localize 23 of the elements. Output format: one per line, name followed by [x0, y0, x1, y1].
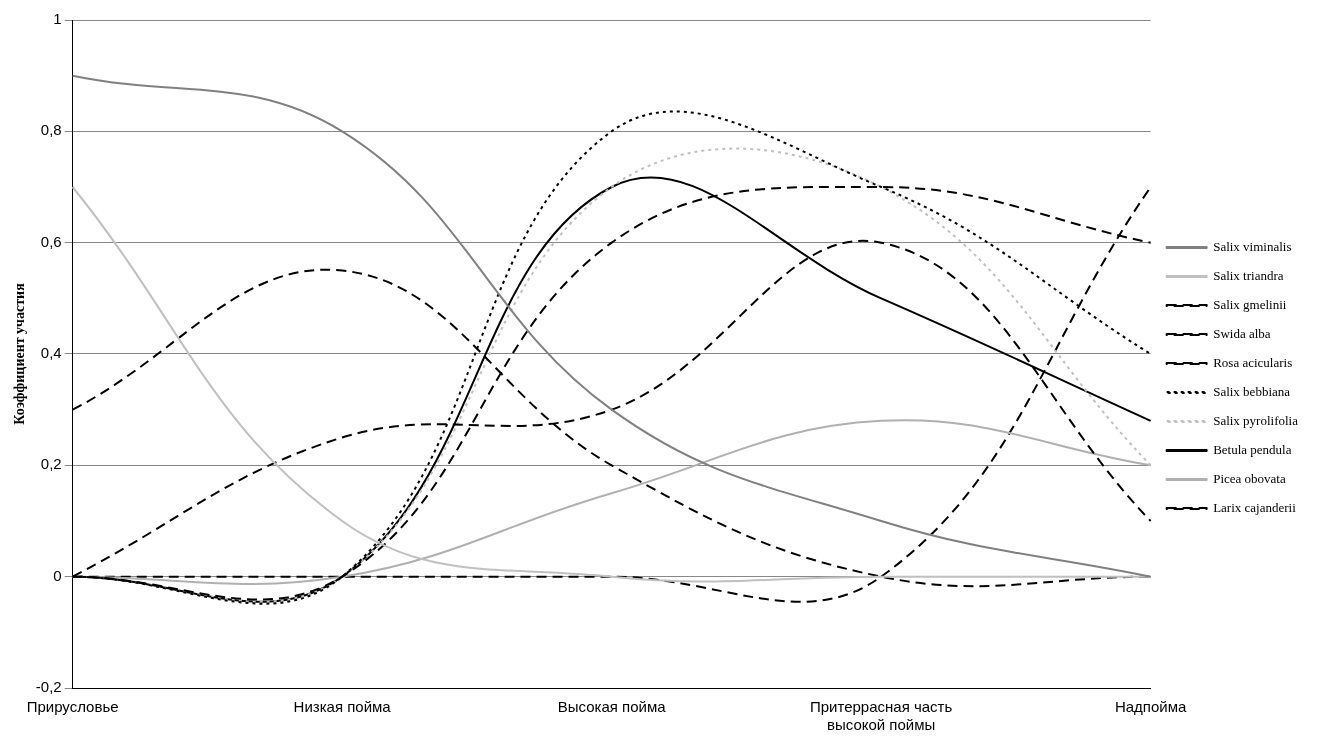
legend-label: Salix pyrolifolia — [1213, 412, 1299, 428]
y-tick-label: 0,6 — [40, 232, 62, 250]
legend-label: Rosa acicularis — [1213, 354, 1293, 370]
x-tick-label: Притеррасная часть высокой поймы — [809, 698, 953, 734]
y-tick-label: 1 — [53, 10, 62, 28]
legend-label: Swida alba — [1213, 325, 1271, 341]
y-tick-label: 0,8 — [40, 121, 62, 139]
legend-label: Picea obovata — [1213, 470, 1286, 486]
y-tick-label: -0,2 — [35, 678, 62, 696]
y-tick-label: 0,4 — [40, 344, 62, 362]
legend-label: Salix bebbiana — [1213, 383, 1291, 399]
y-tick-label: 0,2 — [40, 455, 62, 473]
x-tick-label: Надпойма — [1114, 698, 1188, 716]
x-tick-label: Прирусловье — [26, 698, 119, 716]
legend-label: Salix gmelinii — [1213, 296, 1287, 312]
x-tick-label: Высокая пойма — [557, 698, 667, 716]
y-tick-label: 0 — [53, 566, 62, 584]
legend-label: Larix cajanderii — [1213, 499, 1297, 515]
legend-label: Betula pendula — [1213, 441, 1292, 457]
x-tick-label: Низкая пойма — [293, 698, 392, 716]
legend-label: Salix triandra — [1213, 267, 1284, 283]
legend-label: Salix viminalis — [1213, 238, 1292, 254]
y-axis-title: Коэффициент участия — [12, 282, 28, 425]
